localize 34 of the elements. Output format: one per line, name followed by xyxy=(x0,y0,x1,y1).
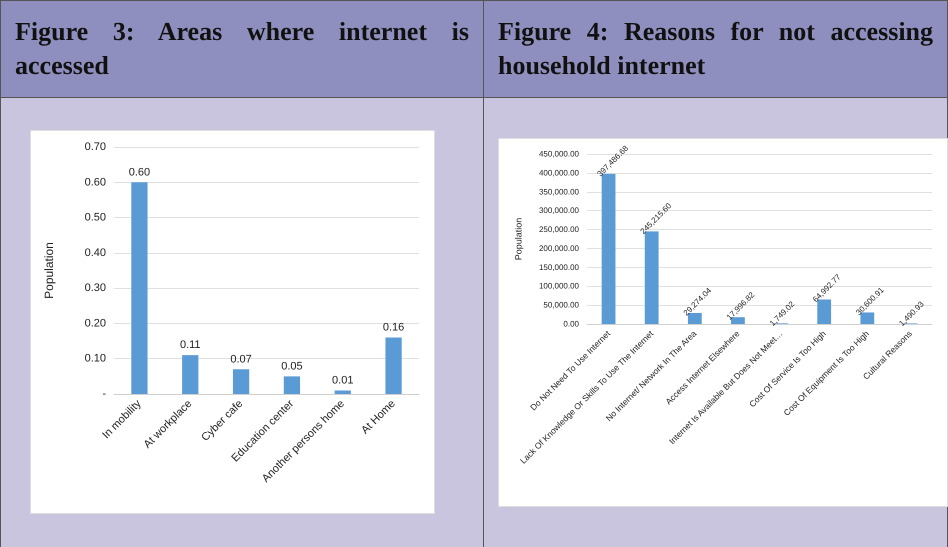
data-label: 0.01 xyxy=(332,374,354,386)
y-tick-label: 100,000.00 xyxy=(538,282,580,291)
chart-title: Figure 3: Areas where internet is accessed xyxy=(1,0,483,98)
y-tick-label: 0.40 xyxy=(84,246,106,259)
bar xyxy=(385,338,402,394)
y-tick-label: 0.10 xyxy=(84,352,106,365)
data-label: 0.16 xyxy=(382,322,404,334)
bar xyxy=(334,390,351,394)
y-tick-label: 0.50 xyxy=(84,212,106,224)
chart-title: Figure 4: Reasons for not accessing household internet xyxy=(484,0,947,98)
y-tick-label: 350,000.00 xyxy=(538,187,580,196)
y-tick-label: 0.00 xyxy=(563,320,580,328)
y-tick-label: 300,000.00 xyxy=(538,206,580,216)
y-tick-label: - xyxy=(102,388,106,400)
bar xyxy=(284,376,300,394)
y-axis-title: Population xyxy=(42,242,56,299)
bar xyxy=(131,182,148,394)
y-tick-label: 150,000.00 xyxy=(538,262,580,272)
data-label: 0.07 xyxy=(230,353,252,366)
y-tick-label: 0.70 xyxy=(84,141,106,153)
y-tick-label: 0.20 xyxy=(84,317,106,330)
y-tick-label: 200,000.00 xyxy=(538,244,580,253)
bar xyxy=(182,355,198,394)
bar xyxy=(232,369,250,394)
y-axis-title: Population xyxy=(514,218,524,260)
data-label: 0.60 xyxy=(128,166,150,178)
y-tick-label: 0.60 xyxy=(84,176,106,188)
data-label: 0.11 xyxy=(180,339,201,352)
y-tick-label: 400,000.00 xyxy=(538,168,580,178)
y-tick-label: 50,000.00 xyxy=(543,300,580,310)
data-label: 0.05 xyxy=(281,360,303,372)
y-tick-label: 0.30 xyxy=(84,282,106,294)
y-tick-label: 450,000.00 xyxy=(538,150,580,158)
y-tick-label: 250,000.00 xyxy=(538,225,580,234)
